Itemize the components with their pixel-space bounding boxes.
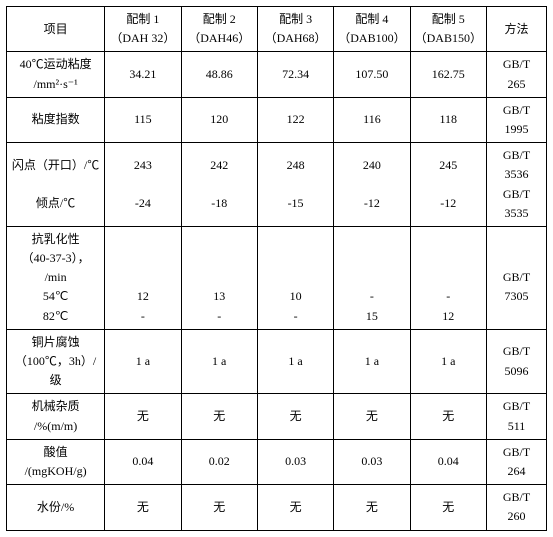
table-header-row: 项目 配制 1（DAH 32） 配制 2（DAH46） 配制 3（DAH68） … [7,7,547,52]
cell: 无 [410,394,486,439]
cell: 无 [334,394,410,439]
table-row: 40℃运动粘度/mm²·s⁻¹ 34.21 48.86 72.34 107.50… [7,52,547,97]
cell: 248 -15 [257,143,333,227]
cell: 13- [181,226,257,329]
cell: 无 [257,394,333,439]
method-cell: GB/T264 [486,439,546,484]
header-c4: 配制 4（DAB100） [334,7,410,52]
header-c2: 配制 2（DAH46） [181,7,257,52]
header-c3: 配制 3（DAH68） [257,7,333,52]
cell: 118 [410,97,486,142]
row-label: 水份/% [7,485,105,530]
cell: 12- [105,226,181,329]
cell: 1 a [257,329,333,394]
cell: 240 -12 [334,143,410,227]
data-table: 项目 配制 1（DAH 32） 配制 2（DAH46） 配制 3（DAH68） … [6,6,547,531]
cell: 无 [334,485,410,530]
row-label: 40℃运动粘度/mm²·s⁻¹ [7,52,105,97]
row-label: 闪点（开口）/℃ 倾点/℃ [7,143,105,227]
cell: 116 [334,97,410,142]
cell: -15 [334,226,410,329]
cell: 0.03 [334,439,410,484]
cell: 115 [105,97,181,142]
table-row: 酸值/(mgKOH/g) 0.04 0.02 0.03 0.03 0.04 GB… [7,439,547,484]
cell: -12 [410,226,486,329]
cell: 无 [105,394,181,439]
header-method: 方法 [486,7,546,52]
cell: 无 [410,485,486,530]
cell: 1 a [105,329,181,394]
cell: 122 [257,97,333,142]
cell: 无 [105,485,181,530]
cell: 无 [181,485,257,530]
cell: 242 -18 [181,143,257,227]
cell: 0.04 [410,439,486,484]
table-row: 水份/% 无 无 无 无 无 GB/T260 [7,485,547,530]
cell: 10- [257,226,333,329]
method-cell: GB/T5096 [486,329,546,394]
table-row: 机械杂质/%(m/m) 无 无 无 无 无 GB/T511 [7,394,547,439]
cell: 无 [257,485,333,530]
row-label: 酸值/(mgKOH/g) [7,439,105,484]
method-cell: GB/T260 [486,485,546,530]
cell: 245 -12 [410,143,486,227]
cell: 1 a [181,329,257,394]
table-row: 抗乳化性（40-37-3），/min54℃82℃ 12- 13- 10- -15… [7,226,547,329]
cell: 0.03 [257,439,333,484]
cell: 48.86 [181,52,257,97]
method-cell: GB/T1995 [486,97,546,142]
header-c1: 配制 1（DAH 32） [105,7,181,52]
row-label: 机械杂质/%(m/m) [7,394,105,439]
cell: 120 [181,97,257,142]
row-label: 铜片腐蚀（100℃，3h）/级 [7,329,105,394]
table-row: 闪点（开口）/℃ 倾点/℃ 243 -24 242 -18 248 -15 24… [7,143,547,227]
table-row: 粘度指数 115 120 122 116 118 GB/T1995 [7,97,547,142]
row-label: 抗乳化性（40-37-3），/min54℃82℃ [7,226,105,329]
cell: 243 -24 [105,143,181,227]
method-cell: GB/T7305 [486,226,546,329]
cell: 162.75 [410,52,486,97]
cell: 无 [181,394,257,439]
header-item: 项目 [7,7,105,52]
method-cell: GB/T265 [486,52,546,97]
cell: 0.02 [181,439,257,484]
row-label: 粘度指数 [7,97,105,142]
method-cell: GB/T511 [486,394,546,439]
cell: 34.21 [105,52,181,97]
cell: 107.50 [334,52,410,97]
cell: 72.34 [257,52,333,97]
table-row: 铜片腐蚀（100℃，3h）/级 1 a 1 a 1 a 1 a 1 a GB/T… [7,329,547,394]
method-cell: GB/T3536GB/T3535 [486,143,546,227]
cell: 1 a [410,329,486,394]
cell: 1 a [334,329,410,394]
header-c5: 配制 5（DAB150） [410,7,486,52]
cell: 0.04 [105,439,181,484]
